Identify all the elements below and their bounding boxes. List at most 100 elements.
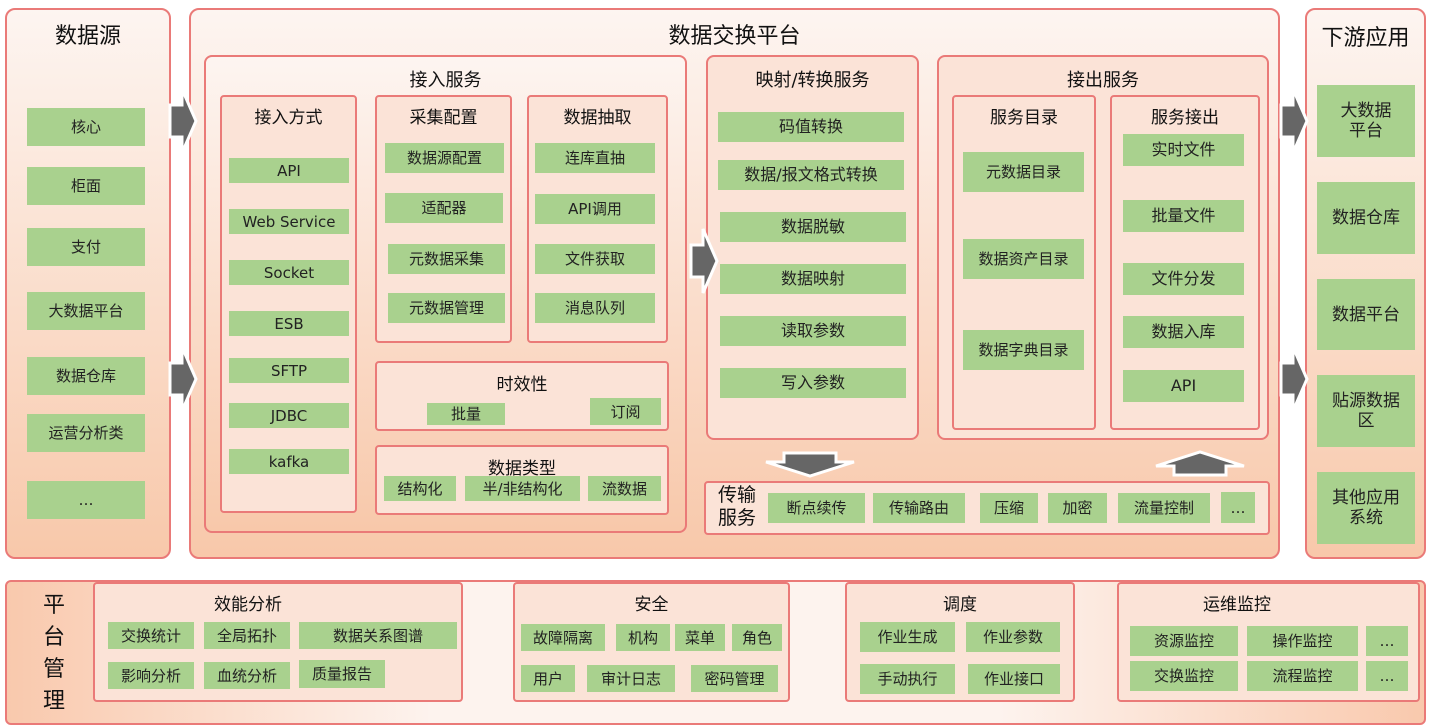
platform-title: 数据交换平台: [668, 24, 801, 49]
collect-item: 元数据采集: [388, 244, 505, 274]
transport-item: 压缩: [980, 493, 1038, 523]
data-extract-title: 数据抽取: [563, 108, 632, 128]
perf-item: 质量报告: [299, 660, 385, 688]
output-service-title: 接出服务: [1067, 70, 1139, 91]
security-title: 安全: [634, 595, 669, 615]
mapping-item: 数据/报文格式转换: [718, 160, 904, 190]
ops-item: 流程监控: [1247, 661, 1358, 691]
timeliness-item: 订阅: [590, 398, 661, 425]
security-item: 机构: [616, 624, 670, 651]
extract-item: 文件获取: [535, 244, 655, 274]
perf-item: 全局拓扑: [204, 622, 290, 649]
mapping-item: 读取参数: [720, 316, 906, 346]
egress-item: 批量文件: [1123, 200, 1244, 232]
ops-item: 资源监控: [1130, 626, 1238, 656]
method-item: ESB: [229, 311, 349, 336]
arrow-right-icon: [168, 346, 198, 412]
arrow-right-icon: [1279, 346, 1309, 412]
data-source-panel: [5, 8, 171, 559]
schedule-item: 作业接口: [968, 664, 1060, 694]
perf-item: 血统分析: [204, 662, 290, 689]
source-item: 数据仓库: [27, 357, 145, 395]
egress-item: 文件分发: [1123, 263, 1244, 295]
downstream-title: 下游应用: [1321, 26, 1410, 51]
platform-management-title: 平台管理: [42, 593, 65, 714]
ops-monitor-title: 运维监控: [1203, 595, 1271, 615]
ops-item: …: [1366, 626, 1408, 656]
transport-service-title: 传输服务: [717, 484, 756, 529]
ingest-service-title: 接入服务: [409, 70, 482, 91]
catalog-item: 数据字典目录: [963, 330, 1084, 370]
datatype-item: 结构化: [384, 476, 456, 501]
arrow-down-icon: [765, 451, 855, 478]
method-item: JDBC: [229, 403, 349, 428]
datatype-item: 半/非结构化: [465, 476, 580, 501]
downstream-item: 贴源数据区: [1317, 375, 1415, 447]
perf-item: 数据关系图谱: [299, 622, 457, 649]
mapping-item: 码值转换: [718, 112, 904, 142]
extract-item: API调用: [535, 194, 655, 224]
perf-item: 交换统计: [108, 622, 194, 649]
schedule-item: 作业参数: [966, 622, 1060, 652]
catalog-item: 数据资产目录: [963, 239, 1084, 279]
egress-item: 数据入库: [1123, 316, 1244, 348]
timeliness-title: 时效性: [496, 375, 548, 395]
security-item: 角色: [732, 624, 782, 651]
downstream-item: 数据平台: [1317, 279, 1415, 350]
timeliness-item: 批量: [427, 403, 505, 425]
collect-config-title: 采集配置: [409, 108, 478, 128]
downstream-item: 其他应用系统: [1317, 472, 1415, 544]
method-item: kafka: [229, 449, 349, 474]
downstream-item: 大数据平台: [1317, 85, 1415, 157]
extract-item: 消息队列: [535, 293, 655, 323]
transport-item: …: [1221, 492, 1255, 523]
security-item: 用户: [521, 665, 575, 692]
mapping-item: 数据脱敏: [720, 212, 906, 242]
service-catalog-title: 服务目录: [990, 108, 1058, 128]
datatype-item: 流数据: [588, 476, 661, 501]
method-item: API: [229, 158, 349, 183]
transport-item: 断点续传: [768, 493, 865, 523]
transport-item: 加密: [1048, 493, 1107, 523]
security-item: 菜单: [675, 624, 725, 651]
schedule-item: 作业生成: [860, 622, 955, 652]
method-item: Web Service: [229, 209, 349, 234]
source-item: 大数据平台: [27, 292, 145, 330]
ops-item: 操作监控: [1247, 626, 1358, 656]
schedule-title: 调度: [943, 595, 977, 615]
source-item: 运营分析类: [27, 414, 145, 452]
security-item: 审计日志: [587, 665, 675, 692]
arrow-right-icon: [689, 228, 719, 294]
security-item: 故障隔离: [521, 624, 605, 651]
transport-item: 传输路由: [873, 493, 965, 523]
ops-item: 交换监控: [1130, 661, 1238, 691]
perf-item: 影响分析: [108, 662, 194, 689]
ops-item: …: [1366, 661, 1408, 691]
collect-item: 数据源配置: [385, 143, 504, 173]
method-item: Socket: [229, 260, 349, 285]
service-egress-title: 服务接出: [1151, 108, 1219, 128]
source-item: 支付: [27, 228, 145, 266]
data-type-title: 数据类型: [488, 459, 556, 479]
source-item: 柜面: [27, 167, 145, 205]
mapping-item: 数据映射: [720, 264, 906, 294]
source-item: …: [27, 481, 145, 519]
security-item: 密码管理: [691, 665, 778, 692]
mapping-service-title: 映射/转换服务: [755, 70, 870, 91]
arrow-up-icon: [1155, 450, 1245, 477]
source-item: 核心: [27, 108, 145, 146]
schedule-item: 手动执行: [860, 664, 955, 694]
perf-analysis-title: 效能分析: [214, 595, 282, 615]
downstream-item: 数据仓库: [1317, 182, 1415, 254]
egress-item: 实时文件: [1123, 134, 1244, 166]
collect-item: 元数据管理: [388, 293, 505, 323]
extract-item: 连库直抽: [535, 143, 655, 173]
access-method-title: 接入方式: [254, 108, 323, 128]
arrow-right-icon: [168, 88, 198, 154]
method-item: SFTP: [229, 358, 349, 383]
mapping-item: 写入参数: [720, 368, 906, 398]
data-source-title: 数据源: [54, 24, 121, 49]
arrow-right-icon: [1279, 88, 1309, 154]
collect-item: 适配器: [385, 193, 503, 223]
catalog-item: 元数据目录: [963, 152, 1084, 192]
